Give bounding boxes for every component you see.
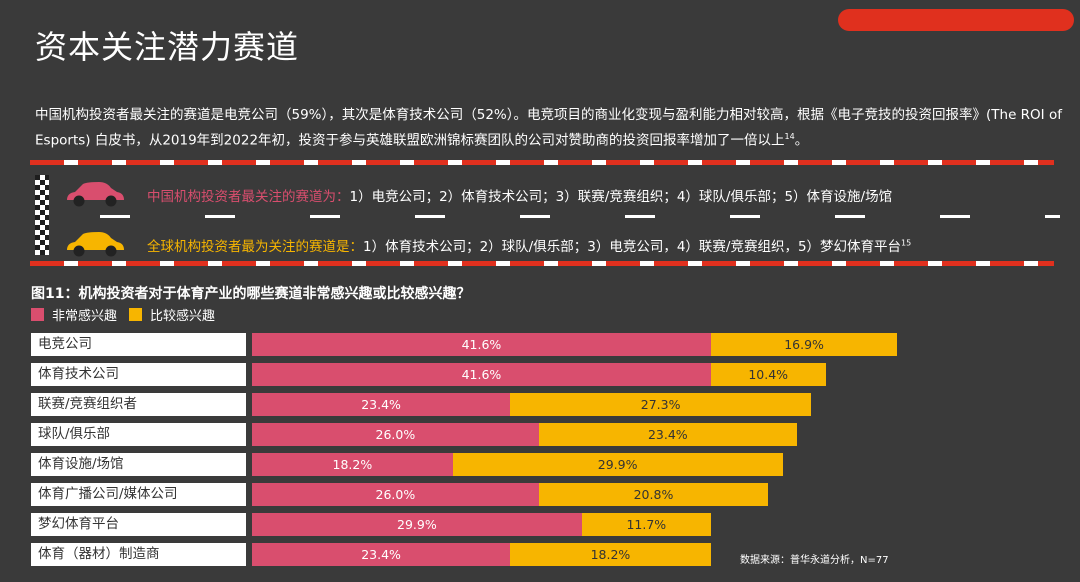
category-label: 球队/俱乐部 <box>31 423 246 446</box>
chart-legend: 非常感兴趣 比较感兴趣 <box>31 305 227 324</box>
china-focus-lead: 中国机构投资者最关注的赛道为： <box>147 189 350 205</box>
decorative-red-pill <box>838 9 1074 31</box>
bar-very-interested: 41.6% <box>252 333 711 356</box>
legend-item-fairly-interested: 比较感兴趣 <box>129 305 215 324</box>
global-focus-lead: 全球机构投资者最为关注的赛道是： <box>147 239 363 255</box>
bar-very-interested: 18.2% <box>252 453 453 476</box>
legend-swatch-fairly-interested <box>129 308 143 321</box>
legend-swatch-very-interested <box>31 308 44 321</box>
global-focus-text: 1）体育技术公司；2）球队/俱乐部；3）电竞公司，4）联赛/竞赛组织，5）梦幻体… <box>363 239 902 255</box>
checkered-flag-icon <box>35 175 49 255</box>
global-footnote-ref: 15 <box>901 238 912 248</box>
chart-title: 图11：机构投资者对于体育产业的哪些赛道非常感兴趣或比较感兴趣？ <box>31 286 471 302</box>
category-label: 体育广播公司/媒体公司 <box>31 483 246 506</box>
bar-very-interested: 23.4% <box>252 543 511 566</box>
category-label: 体育技术公司 <box>31 363 246 386</box>
bar-very-interested: 26.0% <box>252 483 539 506</box>
track-stripe-top <box>30 160 1054 165</box>
china-focus-text: 1）电竞公司；2）体育技术公司；3）联赛/竞赛组织；4）球队/俱乐部；5）体育设… <box>349 189 893 205</box>
category-label: 体育设施/场馆 <box>31 453 246 476</box>
bar-very-interested: 29.9% <box>252 513 582 536</box>
legend-label-very-interested: 非常感兴趣 <box>52 309 118 324</box>
category-label: 梦幻体育平台 <box>31 513 246 536</box>
legend-item-very-interested: 非常感兴趣 <box>31 305 117 324</box>
bar-very-interested: 26.0% <box>252 423 539 446</box>
intro-paragraph: 中国机构投资者最关注的赛道是电竞公司（59%），其次是体育技术公司（52%）。电… <box>35 104 1065 152</box>
bar-fairly-interested: 16.9% <box>710 333 898 356</box>
legend-label-fairly-interested: 比较感兴趣 <box>150 309 216 324</box>
lane-divider <box>100 215 1060 218</box>
category-label: 体育（器材）制造商 <box>31 543 246 566</box>
bar-fairly-interested: 20.8% <box>538 483 769 506</box>
orange-car-icon <box>67 232 124 257</box>
global-investor-focus: 全球机构投资者最为关注的赛道是：1）体育技术公司；2）球队/俱乐部；3）电竞公司… <box>147 235 912 256</box>
bar-fairly-interested: 23.4% <box>538 423 797 446</box>
track-stripe-bottom <box>30 261 1054 266</box>
bar-fairly-interested: 29.9% <box>452 453 783 476</box>
bar-very-interested: 41.6% <box>252 363 711 386</box>
bar-fairly-interested: 10.4% <box>710 363 826 386</box>
china-investor-focus: 中国机构投资者最关注的赛道为：1）电竞公司；2）体育技术公司；3）联赛/竞赛组织… <box>147 185 892 205</box>
bar-fairly-interested: 27.3% <box>510 393 812 416</box>
intro-paragraph-end: 。 <box>794 132 809 149</box>
pink-car-icon <box>67 182 124 207</box>
page-title: 资本关注潜力赛道 <box>35 28 300 66</box>
category-label: 电竞公司 <box>31 333 246 356</box>
bar-fairly-interested: 11.7% <box>581 513 711 536</box>
intro-footnote-ref: 14 <box>784 132 795 141</box>
bar-very-interested: 23.4% <box>252 393 511 416</box>
category-label: 联赛/竞赛组织者 <box>31 393 246 416</box>
race-track-banner: 中国机构投资者最关注的赛道为：1）电竞公司；2）体育技术公司；3）联赛/竞赛组织… <box>30 157 1060 269</box>
bar-fairly-interested: 18.2% <box>510 543 711 566</box>
data-source-note: 数据来源：普华永道分析，N=77 <box>740 555 889 566</box>
intro-paragraph-text: 中国机构投资者最关注的赛道是电竞公司（59%），其次是体育技术公司（52%）。电… <box>35 107 1062 149</box>
